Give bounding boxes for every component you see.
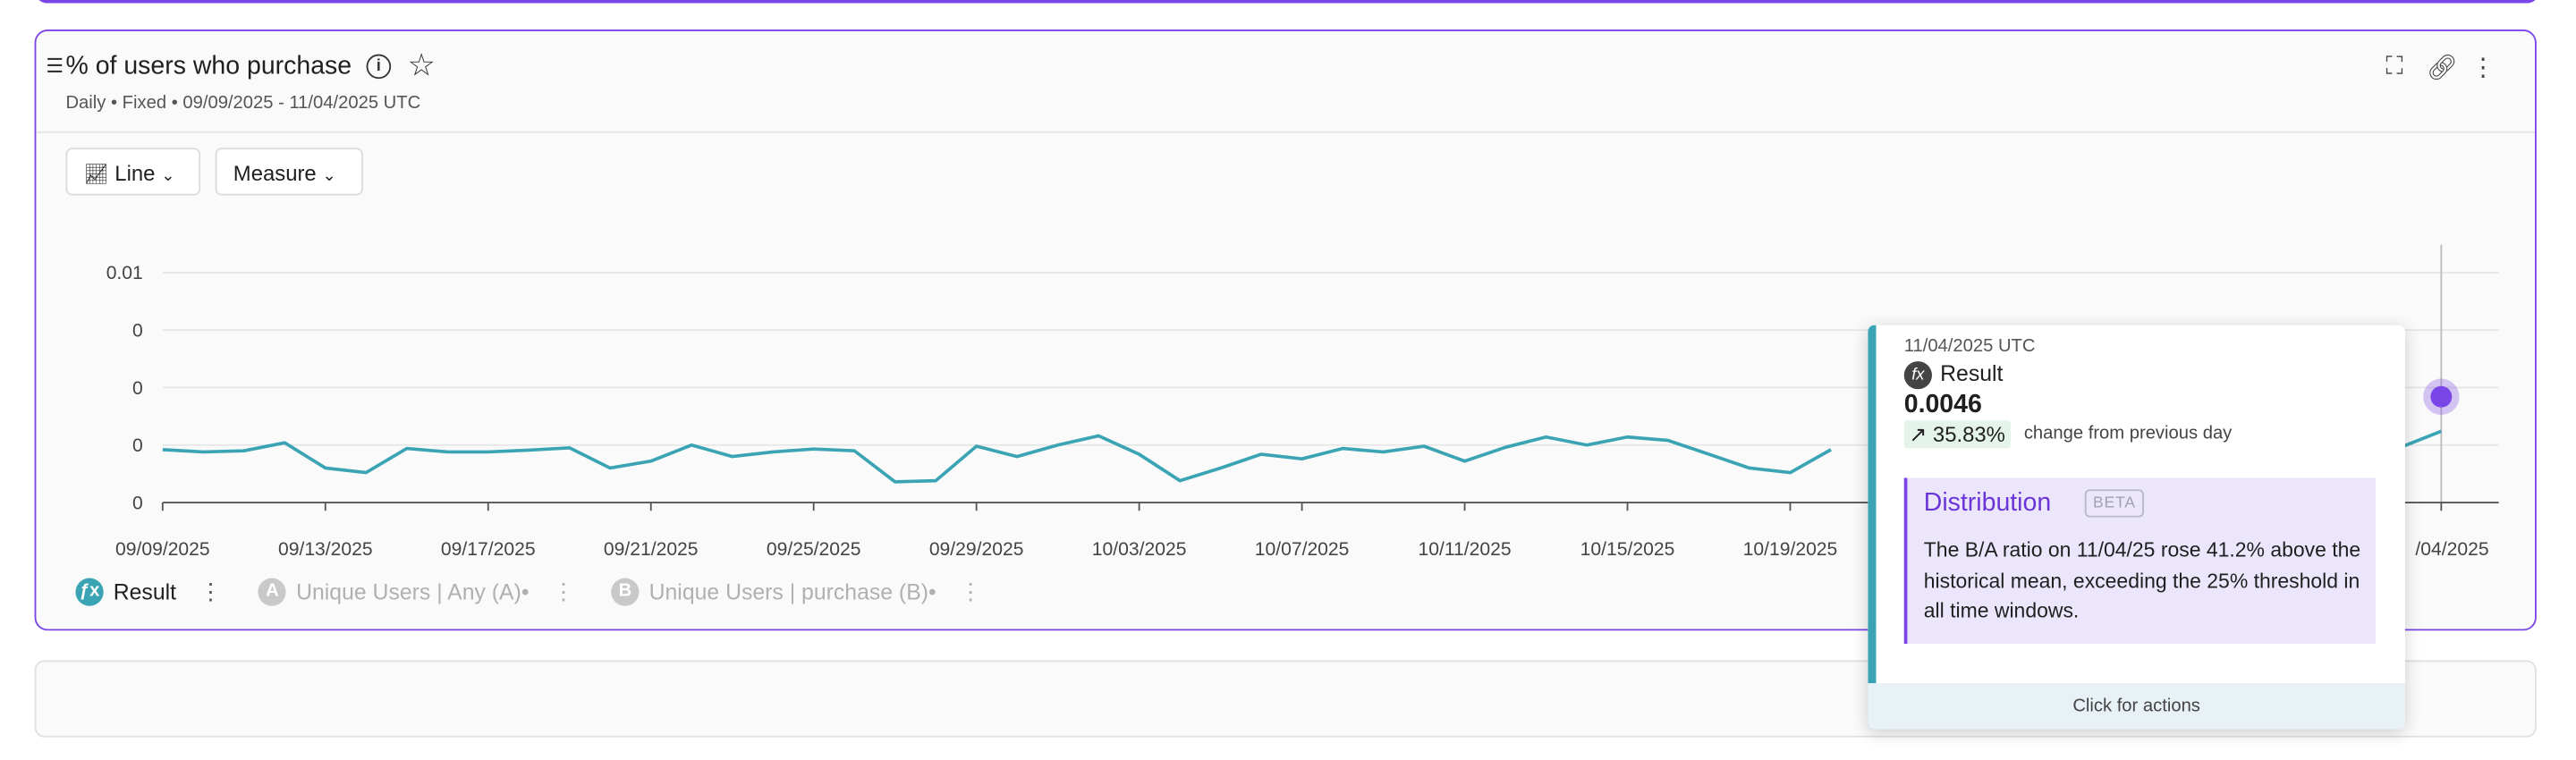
more-vertical-icon[interactable]: ⋮ xyxy=(959,578,983,604)
header-divider xyxy=(36,131,2536,133)
highlight-point[interactable] xyxy=(2430,385,2453,408)
tooltip-change-label: change from previous day xyxy=(2023,423,2233,443)
x-tick-label: 10/03/2025 xyxy=(1092,539,1187,560)
line-chart-icon: 📈︎ xyxy=(83,162,109,186)
more-vertical-icon[interactable]: ⋮ xyxy=(552,578,575,604)
formula-icon: fx xyxy=(1903,361,1932,390)
x-tick-label: 10/07/2025 xyxy=(1255,539,1350,560)
info-icon[interactable]: i xyxy=(366,54,392,80)
y-tick-label: 0 xyxy=(132,493,143,513)
measure-label: Measure xyxy=(233,160,317,186)
series-b-badge: B xyxy=(611,578,640,606)
y-tick-label: 0 xyxy=(132,321,143,342)
legend: ƒx Result ⋮ A Unique Users | Any (A)• ⋮ … xyxy=(75,578,1018,606)
legend-item-series-b[interactable]: Unique Users | purchase (B)• xyxy=(648,579,936,604)
header-actions: ⛶ 🔗︎ ⋮ xyxy=(2382,53,2496,82)
more-vertical-icon[interactable]: ⋮ xyxy=(199,578,223,604)
tooltip-series-name: Result xyxy=(1940,361,2004,386)
more-vertical-icon[interactable]: ⋮ xyxy=(2470,54,2496,82)
series-a-badge: A xyxy=(258,578,287,606)
chevron-down-icon: ⌄ xyxy=(161,167,175,186)
chart-subtitle: Daily • Fixed • 09/09/2025 - 11/04/2025 … xyxy=(65,93,421,114)
legend-item-series-a[interactable]: Unique Users | Any (A)• xyxy=(296,579,530,604)
distribution-title: Distribution xyxy=(1923,489,2052,518)
x-tick-label: /04/2025 xyxy=(2415,539,2488,560)
chart-type-dropdown[interactable]: 📈︎ Line ⌄ xyxy=(65,148,201,196)
tooltip-change-pct: 35.83% xyxy=(1932,422,2005,447)
x-tick-label: 09/29/2025 xyxy=(929,539,1024,560)
y-tick-label: 0 xyxy=(132,435,143,456)
y-tick-label: 0.01 xyxy=(106,263,143,283)
arrow-up-right-icon: ↗ xyxy=(1909,422,1928,447)
tooltip-actions-footer[interactable]: Click for actions xyxy=(1868,683,2405,730)
fullscreen-icon[interactable]: ⛶ xyxy=(2385,52,2403,80)
x-tick-label: 09/09/2025 xyxy=(115,539,210,560)
chart-type-label: Line xyxy=(114,160,156,186)
x-tick-label: 10/11/2025 xyxy=(1419,539,1512,560)
series-line-result[interactable] xyxy=(2400,429,2443,450)
tooltip-series-bar xyxy=(1868,325,1877,730)
drag-handle-icon[interactable]: ☰ xyxy=(46,54,64,78)
y-tick-label: 0 xyxy=(132,378,143,399)
chart-title: % of users who purchase xyxy=(65,52,352,80)
x-tick-label: 09/25/2025 xyxy=(767,539,861,560)
x-tick-label: 10/19/2025 xyxy=(1743,539,1838,560)
star-icon[interactable]: ☆ xyxy=(407,49,436,84)
data-tooltip[interactable]: 11/04/2025 UTC fx Result 0.0046 ↗ 35.83%… xyxy=(1868,325,2405,730)
x-tick-label: 09/13/2025 xyxy=(278,539,373,560)
distribution-panel: Distribution BETA The B/A ratio on 11/04… xyxy=(1903,477,2376,644)
tooltip-change-badge: ↗ 35.83% xyxy=(1903,420,2011,449)
x-tick-label: 09/21/2025 xyxy=(604,539,699,560)
measure-dropdown[interactable]: Measure ⌄ xyxy=(215,148,363,196)
x-tick-label: 10/15/2025 xyxy=(1580,539,1675,560)
beta-badge: BETA xyxy=(2084,489,2145,518)
chevron-down-icon: ⌄ xyxy=(322,167,336,186)
legend-item-result[interactable]: Result xyxy=(113,579,177,604)
x-tick-label: 09/17/2025 xyxy=(441,539,536,560)
formula-icon: ƒx xyxy=(75,578,104,606)
distribution-text: The B/A ratio on 11/04/25 rose 41.2% abo… xyxy=(1923,538,2361,623)
series-line-result[interactable] xyxy=(162,434,1832,484)
tooltip-value: 0.0046 xyxy=(1903,391,1982,419)
tooltip-date: 11/04/2025 UTC xyxy=(1903,336,2036,357)
